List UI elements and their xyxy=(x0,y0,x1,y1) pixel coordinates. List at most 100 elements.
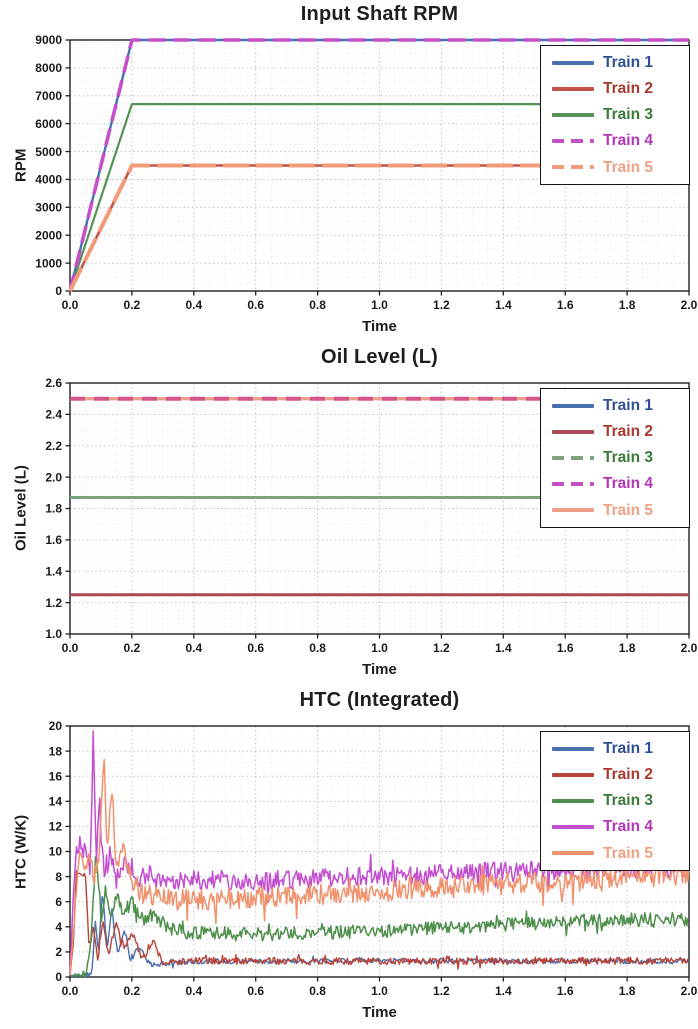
legend-label: Train 2 xyxy=(603,423,653,441)
series-line-train-2 xyxy=(69,870,690,976)
legend-line xyxy=(552,773,594,777)
x-tick-label: 1.4 xyxy=(495,984,512,998)
series-line-train-5 xyxy=(69,163,689,292)
legend-line xyxy=(552,482,594,486)
legend-entry: Train 1 xyxy=(552,741,685,757)
legend-entry: Train 1 xyxy=(552,398,685,414)
series-group xyxy=(69,38,689,292)
legend-entry: Train 5 xyxy=(552,502,685,519)
y-tick-label: 1.0 xyxy=(45,627,62,641)
y-tick-label: 2 xyxy=(55,945,62,959)
y-tick-label: 3000 xyxy=(35,201,62,215)
series-line-train-4 xyxy=(69,38,689,292)
y-tick-label: 2.0 xyxy=(45,470,62,484)
y-tick-label: 20 xyxy=(49,719,63,733)
chart-title: Oil Level (L) xyxy=(320,346,439,368)
legend-entry: Train 3 xyxy=(552,793,685,809)
legend: Train 1 Train 2 Train 3 Train 4 Train 5 xyxy=(540,388,690,528)
y-tick-label: 1.4 xyxy=(45,564,62,578)
x-tick-label: 0.0 xyxy=(62,641,79,655)
y-tick-label: 1.8 xyxy=(45,502,62,516)
legend-label: Train 4 xyxy=(603,132,653,150)
x-tick-label: 0.4 xyxy=(185,984,202,998)
y-tick-label: 1000 xyxy=(35,256,62,270)
x-tick-label: 0.0 xyxy=(62,984,79,998)
x-tick-label: 1.4 xyxy=(495,298,512,312)
y-tick-label: 2.6 xyxy=(45,376,62,390)
x-tick-label: 1.2 xyxy=(433,984,450,998)
y-tick-label: 8 xyxy=(55,870,62,884)
y-tick-label: 2.2 xyxy=(45,439,62,453)
series-line-train-3 xyxy=(69,103,689,292)
x-tick-label: 2.0 xyxy=(681,298,698,312)
y-tick-label: 6000 xyxy=(35,117,62,131)
x-tick-label: 1.4 xyxy=(495,641,512,655)
legend-entry: Train 2 xyxy=(552,767,685,783)
legend-entry: Train 3 xyxy=(552,450,685,466)
x-tick-label: 1.0 xyxy=(371,641,388,655)
chart-title: HTC (Integrated) xyxy=(299,689,460,711)
legend-label: Train 2 xyxy=(603,766,653,784)
x-axis-label: Time xyxy=(362,661,397,678)
x-tick-label: 2.0 xyxy=(681,984,698,998)
x-tick-label: 1.6 xyxy=(557,984,574,998)
x-tick-label: 1.2 xyxy=(433,298,450,312)
y-tick-label: 18 xyxy=(49,744,63,758)
legend-line xyxy=(552,825,594,829)
x-tick-label: 0.0 xyxy=(62,298,79,312)
legend: Train 1 Train 2 Train 3 Train 4 Train 5 xyxy=(540,45,690,185)
y-tick-label: 4000 xyxy=(35,173,62,187)
legend-line xyxy=(552,851,594,856)
y-tick-label: 8000 xyxy=(35,61,62,75)
x-tick-label: 1.2 xyxy=(433,641,450,655)
legend-line xyxy=(552,113,594,117)
x-tick-label: 0.6 xyxy=(247,984,264,998)
series-line-train-3 xyxy=(69,856,690,978)
legend-line xyxy=(552,403,594,408)
x-tick-label: 1.8 xyxy=(619,984,636,998)
x-tick-label: 1.8 xyxy=(619,298,636,312)
series-line-train-5 xyxy=(69,758,690,975)
y-tick-label: 5000 xyxy=(35,145,62,159)
y-tick-label: 16 xyxy=(49,769,63,783)
y-tick-label: 12 xyxy=(49,820,63,834)
legend-label: Train 4 xyxy=(603,475,653,493)
legend-line xyxy=(552,430,594,434)
legend-label: Train 3 xyxy=(603,449,653,467)
legend-label: Train 1 xyxy=(603,54,653,71)
x-tick-label: 1.0 xyxy=(371,984,388,998)
legend-entry: Train 4 xyxy=(552,819,685,835)
legend-label: Train 3 xyxy=(603,792,653,810)
legend-line xyxy=(552,139,594,143)
x-tick-label: 0.2 xyxy=(124,641,141,655)
y-tick-label: 0 xyxy=(55,284,62,298)
x-tick-label: 1.8 xyxy=(619,641,636,655)
x-tick-label: 0.4 xyxy=(185,298,202,312)
y-tick-label: 14 xyxy=(49,795,63,809)
x-tick-label: 0.8 xyxy=(309,641,326,655)
legend-line xyxy=(552,799,594,803)
legend-label: Train 5 xyxy=(603,844,653,862)
legend-label: Train 1 xyxy=(603,397,653,414)
x-tick-label: 1.0 xyxy=(371,298,388,312)
y-tick-label: 1.6 xyxy=(45,533,62,547)
y-tick-label: 10 xyxy=(49,845,63,859)
legend-line xyxy=(552,508,594,513)
x-tick-label: 1.6 xyxy=(557,298,574,312)
legend-entry: Train 5 xyxy=(552,158,685,176)
chart-canvas: 0.0 0.2 0.4 0.6 0.8 1.0 1.2 1.4 1.6 1.8 2.0 0 2 4 6 8 10… xyxy=(49,719,698,998)
legend-label: Train 5 xyxy=(603,158,653,176)
x-axis-label: Time xyxy=(362,318,397,335)
y-tick-label: 0 xyxy=(55,970,62,984)
chart-input-shaft-rpm: Input Shaft RPM RPM 0.0 0.2 0.4 0.6 0.8 1.0 1.… xyxy=(0,0,698,343)
y-tick-label: 2000 xyxy=(35,228,62,242)
legend-line xyxy=(552,60,594,65)
chart-oil-level: Oil Level (L) Oil Level (L) 0.0 0.2 0.4 0.6… xyxy=(0,343,698,686)
x-tick-label: 0.4 xyxy=(185,641,202,655)
legend-entry: Train 2 xyxy=(552,81,685,97)
legend-line xyxy=(552,87,594,91)
legend: Train 1 Train 2 Train 3 Train 4 Train 5 xyxy=(540,731,690,871)
legend-entry: Train 3 xyxy=(552,107,685,123)
y-tick-label: 1.2 xyxy=(45,596,62,610)
legend-line xyxy=(552,165,594,170)
